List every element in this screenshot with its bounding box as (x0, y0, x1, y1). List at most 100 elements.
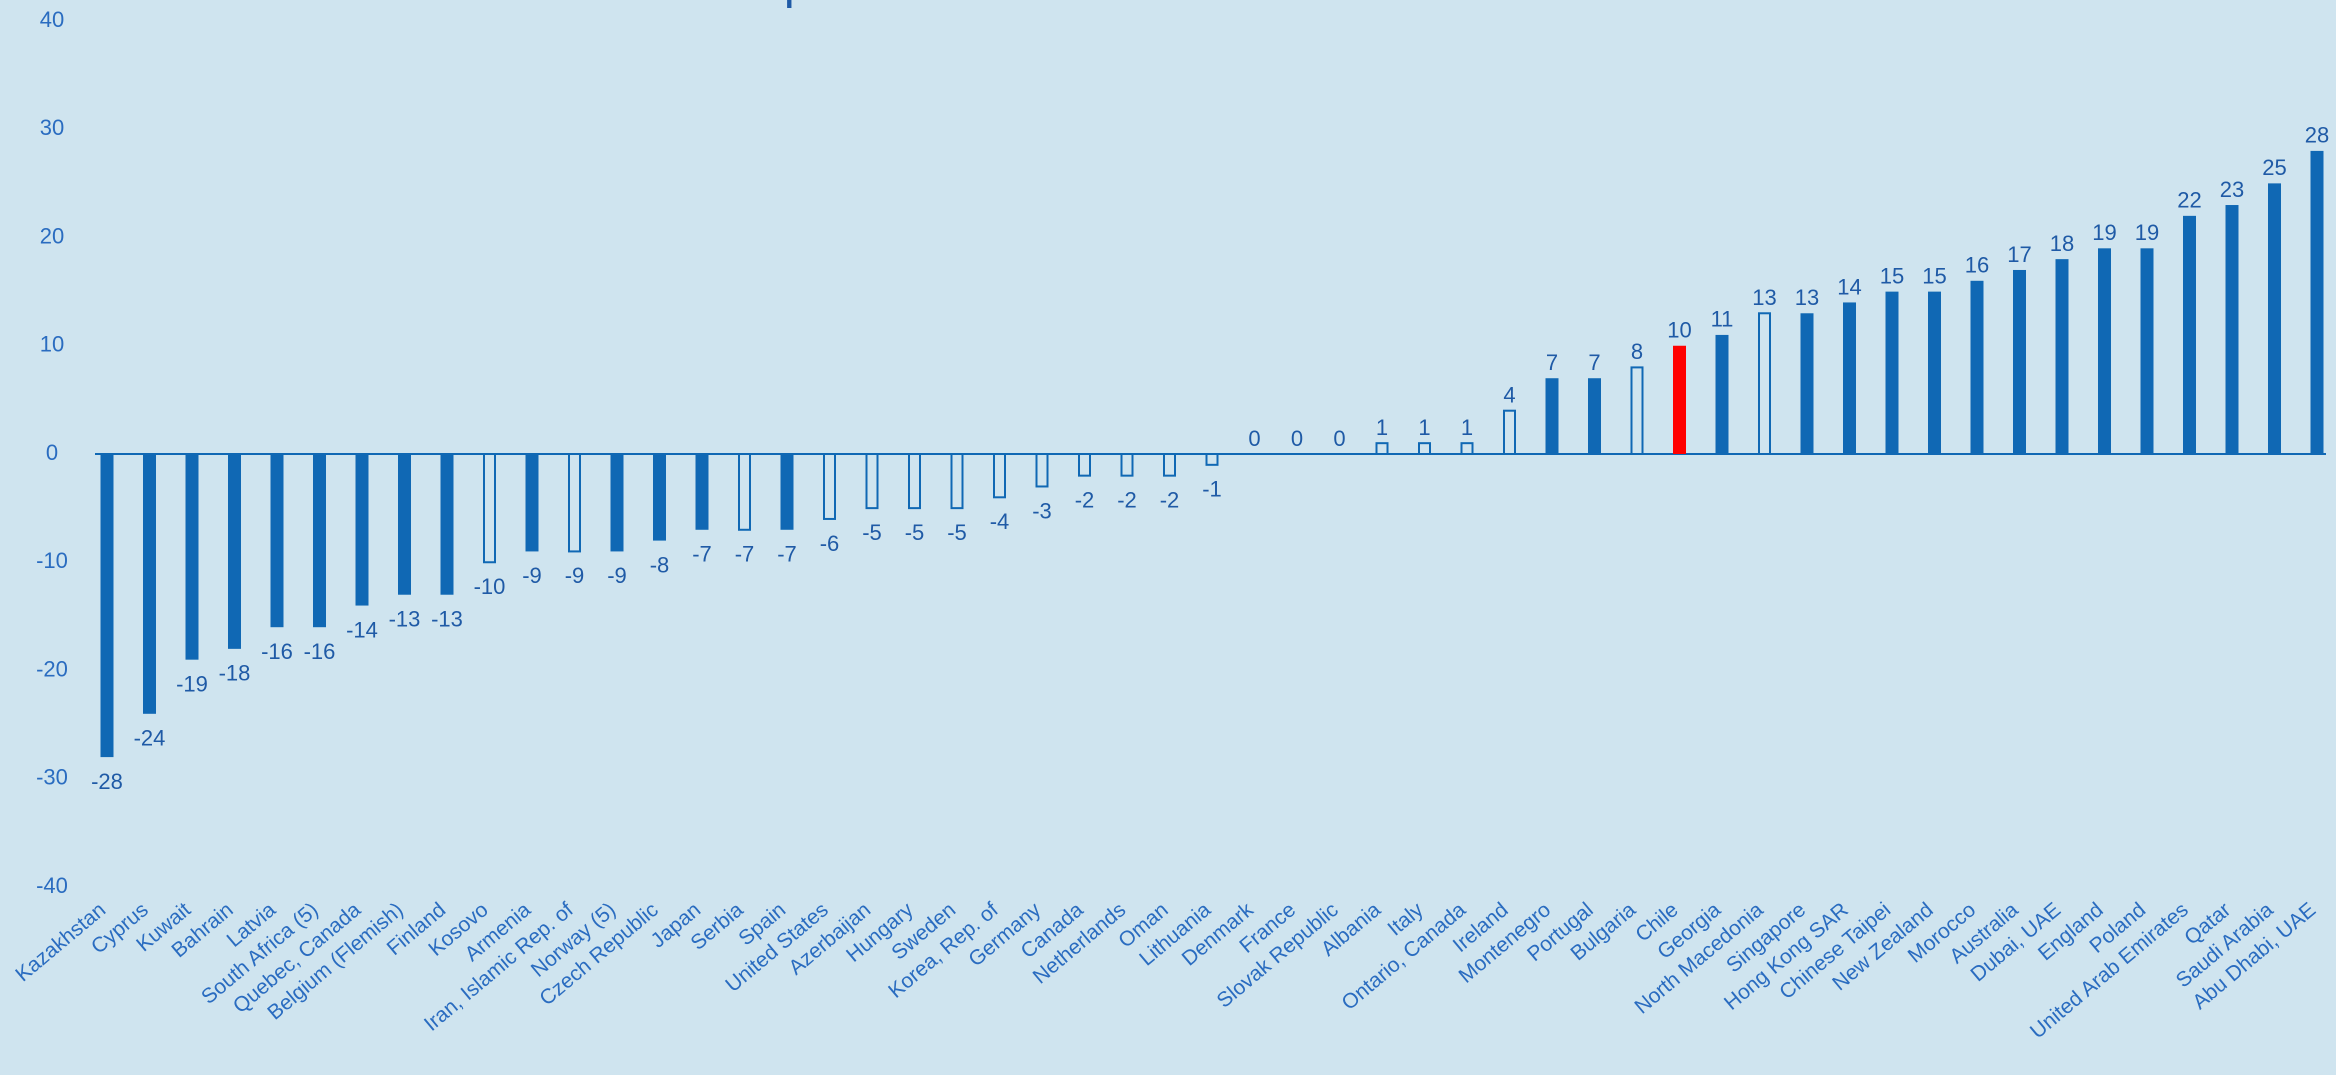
bar (1418, 442, 1431, 455)
data-label: -8 (650, 552, 670, 577)
data-label: -7 (777, 542, 797, 567)
bar (1588, 378, 1601, 454)
y-tick-label: -10 (36, 548, 68, 573)
bar (2055, 259, 2069, 454)
data-label: -18 (219, 661, 251, 686)
bar (143, 454, 156, 714)
data-label: -14 (346, 617, 378, 642)
data-label: 0 (1248, 426, 1260, 451)
bar (1843, 302, 1856, 454)
bar (568, 453, 581, 553)
data-label: -9 (607, 563, 627, 588)
data-label: 23 (2220, 177, 2244, 202)
data-label: 15 (1922, 263, 1946, 288)
bar (270, 454, 284, 628)
bar (1715, 334, 1729, 454)
bar (1205, 453, 1219, 466)
data-label: 28 (2305, 123, 2329, 148)
data-label: 1 (1418, 415, 1430, 440)
bar (1673, 345, 1686, 454)
data-label: -2 (1117, 487, 1137, 512)
data-label: 19 (2092, 220, 2116, 245)
bar (1078, 453, 1091, 477)
data-label: -5 (905, 520, 925, 545)
bar (313, 454, 326, 628)
data-label: -9 (522, 563, 542, 588)
data-label: 13 (1752, 285, 1776, 310)
data-label: 7 (1546, 350, 1558, 375)
y-tick-label: 20 (40, 223, 64, 248)
bar (1503, 409, 1516, 456)
bar (780, 454, 794, 530)
data-label: -3 (1032, 498, 1052, 523)
data-label: 13 (1795, 285, 1819, 310)
data-label: -13 (431, 607, 463, 632)
bar (100, 454, 114, 758)
bar (525, 454, 539, 552)
bar (2183, 215, 2196, 454)
data-label: 15 (1880, 263, 1904, 288)
bar (2098, 248, 2111, 454)
data-label: -6 (820, 531, 840, 556)
bar (823, 453, 836, 520)
chart-title: mantiene sus resultados respecto a la me… (105, 0, 1471, 10)
bar (1970, 280, 1984, 454)
bar (2225, 205, 2239, 454)
data-label: 14 (1837, 274, 1861, 299)
bar (2013, 269, 2026, 454)
data-label: 1 (1461, 415, 1473, 440)
data-label: 1 (1376, 415, 1388, 440)
data-label: 17 (2007, 242, 2031, 267)
bar (2140, 248, 2154, 454)
y-tick-label: 0 (46, 440, 58, 465)
data-label: 25 (2262, 155, 2286, 180)
y-tick-label: 40 (40, 7, 64, 32)
bar (1460, 442, 1474, 455)
y-tick-label: -40 (36, 873, 68, 898)
bar (1800, 313, 1814, 454)
bar (440, 454, 454, 595)
data-label: -19 (176, 671, 208, 696)
data-label: -7 (735, 542, 755, 567)
data-label: 18 (2050, 231, 2074, 256)
bar (950, 453, 964, 510)
bar (2268, 183, 2281, 454)
data-label: 11 (1711, 307, 1734, 332)
data-label: 7 (1588, 350, 1600, 375)
bar (653, 454, 666, 541)
bar (738, 453, 751, 531)
bar (1120, 453, 1134, 477)
bar (1545, 378, 1559, 454)
data-label: -5 (862, 520, 882, 545)
data-label: 10 (1667, 318, 1691, 343)
bar (1758, 312, 1771, 455)
bar (2310, 150, 2324, 454)
y-tick-label: 30 (40, 115, 64, 140)
data-label: 22 (2177, 188, 2201, 213)
bar (483, 453, 496, 564)
bar (1375, 442, 1389, 455)
data-label: -24 (134, 726, 166, 751)
data-label: -13 (389, 607, 421, 632)
bar (1035, 453, 1049, 488)
bar (1885, 291, 1899, 454)
data-label: -2 (1160, 487, 1180, 512)
data-label: -28 (91, 769, 123, 794)
y-tick-label: -20 (36, 656, 68, 681)
bar (355, 454, 369, 606)
bar (398, 454, 411, 595)
y-tick-label: 10 (40, 332, 64, 357)
data-label: 0 (1291, 426, 1303, 451)
data-label: -1 (1202, 477, 1222, 502)
data-label: -16 (261, 639, 293, 664)
data-label: -5 (947, 520, 967, 545)
data-label: -10 (474, 574, 506, 599)
data-label: -2 (1075, 487, 1095, 512)
bar (865, 453, 879, 510)
bar (1928, 291, 1941, 454)
data-label: 16 (1965, 253, 1989, 278)
data-label: -9 (565, 563, 585, 588)
data-label: -7 (692, 542, 712, 567)
bar (695, 454, 709, 530)
